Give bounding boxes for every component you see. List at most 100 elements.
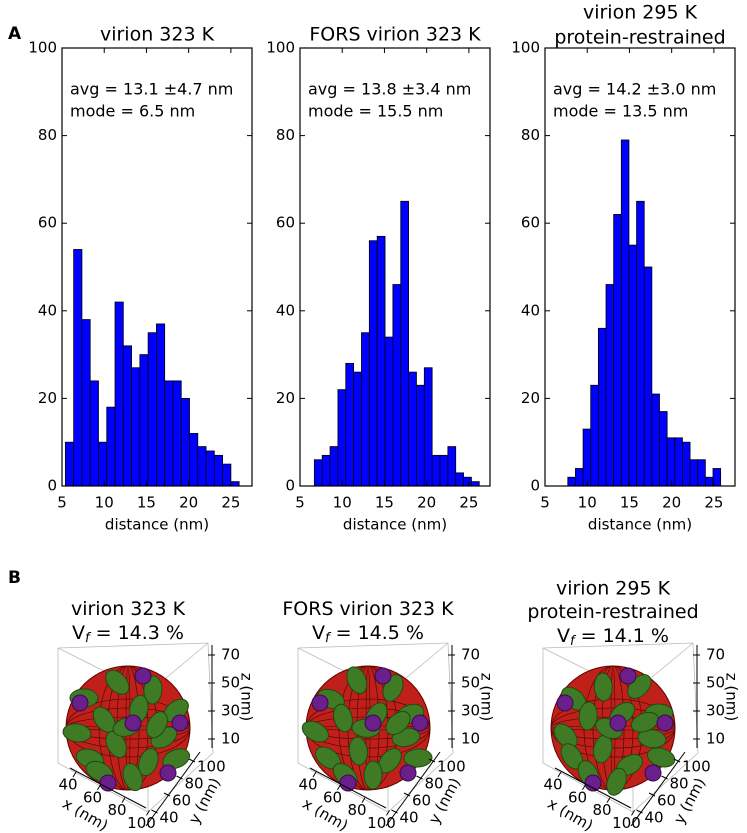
- bar: [582, 428, 592, 487]
- y-tick-label: 20: [276, 389, 295, 407]
- protein: [143, 675, 163, 705]
- z-tick-label: 70: [221, 646, 240, 664]
- bar: [471, 481, 480, 487]
- x-tick: [386, 810, 390, 816]
- x-axis: [554, 767, 632, 809]
- x-tick-label: 40: [58, 776, 77, 794]
- bar: [180, 397, 190, 487]
- x-tick-label: 5: [57, 494, 67, 512]
- y-tick-label: 0: [285, 477, 295, 495]
- vf-subscript: f: [570, 634, 577, 649]
- y-tick-label: 80: [670, 775, 689, 793]
- x-axis: [309, 767, 387, 809]
- z-tick-label: 10: [461, 730, 480, 748]
- y-tick: [673, 758, 681, 763]
- x-tick: [582, 784, 586, 791]
- z-tick-label: 70: [706, 646, 725, 664]
- protein-top: [171, 714, 189, 732]
- protein: [630, 711, 659, 733]
- bar: [659, 411, 668, 487]
- protein: [348, 736, 368, 766]
- y-tick-label: 40: [400, 809, 419, 827]
- z-tick-label: 50: [706, 674, 725, 692]
- bar: [643, 266, 653, 487]
- protein-top: [556, 694, 574, 712]
- annotation: avg = 13.1 ±4.7 nm: [70, 80, 233, 99]
- y-tick-label: 60: [38, 214, 57, 232]
- bar: [674, 437, 683, 487]
- bar: [230, 481, 240, 487]
- bar: [197, 446, 207, 487]
- plot-frame: [544, 47, 736, 487]
- bar: [156, 323, 166, 487]
- protein: [593, 672, 613, 702]
- bar: [408, 371, 417, 487]
- bar: [313, 459, 323, 487]
- x-tick-label: 80: [347, 801, 366, 819]
- x-tick-label: 25: [221, 494, 240, 512]
- y-tick: [151, 809, 158, 814]
- bar: [189, 433, 199, 487]
- y-tick-label: 40: [160, 809, 179, 827]
- protein-top: [71, 694, 89, 712]
- vf-subscript: f: [325, 631, 332, 646]
- protein: [62, 723, 92, 743]
- bar: [81, 319, 91, 487]
- y-tick-label: 80: [38, 126, 57, 144]
- y-tick-label: 40: [276, 301, 295, 319]
- y-tick: [163, 792, 171, 797]
- protein-top: [374, 667, 392, 685]
- vf-subscript: f: [85, 631, 92, 646]
- x-tick-label: 60: [323, 788, 342, 806]
- x-tick-label: 40: [543, 776, 562, 794]
- protein-top: [411, 714, 429, 732]
- y-tick-label: 100: [266, 39, 295, 57]
- bar: [416, 384, 425, 487]
- y-tick-label: 100: [511, 39, 540, 57]
- bar: [613, 214, 622, 487]
- plot-frame: [299, 47, 491, 487]
- protein-top: [609, 714, 627, 732]
- x-tick-label: 100: [127, 814, 156, 832]
- bar: [205, 450, 215, 487]
- x-tick-label: 5: [540, 494, 550, 512]
- y-tick: [403, 792, 411, 797]
- bar: [689, 459, 699, 487]
- y-tick-label: 80: [185, 775, 204, 793]
- chart-title: FORS virion 323 K: [309, 24, 481, 46]
- y-tick-label: 80: [276, 126, 295, 144]
- vf-value: = 14.5 %: [330, 622, 424, 644]
- bar: [636, 200, 645, 487]
- bar: [147, 332, 157, 487]
- y-tick-label: 20: [521, 389, 540, 407]
- x-tick: [631, 810, 635, 816]
- x-tick: [361, 797, 366, 803]
- wire-edge: [57, 642, 209, 649]
- wire-edge: [387, 752, 454, 813]
- bar: [447, 446, 457, 487]
- bar: [423, 367, 433, 487]
- bar: [164, 380, 174, 487]
- vf-label: Vf = 14.5 %: [312, 622, 424, 646]
- bar: [666, 437, 676, 487]
- y-tick-label: 80: [425, 775, 444, 793]
- z-tick-label: 30: [461, 702, 480, 720]
- y-tick-label: 60: [276, 214, 295, 232]
- protein: [363, 760, 383, 790]
- vf-symbol: V: [557, 625, 570, 647]
- protein-top: [124, 714, 142, 732]
- x-tick-label: 10: [95, 494, 114, 512]
- bar: [682, 441, 691, 487]
- x-tick-label: 15: [137, 494, 156, 512]
- bar: [567, 476, 576, 487]
- render-title: virion 323 K: [71, 598, 186, 620]
- bar: [222, 463, 232, 487]
- bar: [392, 284, 402, 487]
- z-axis-label: z (nm): [723, 673, 741, 721]
- bar: [575, 468, 584, 487]
- bar: [106, 406, 116, 487]
- x-tick-label: 100: [612, 814, 641, 832]
- y-tick: [648, 792, 656, 797]
- bar: [321, 454, 331, 487]
- vf-value: = 14.1 %: [575, 625, 669, 647]
